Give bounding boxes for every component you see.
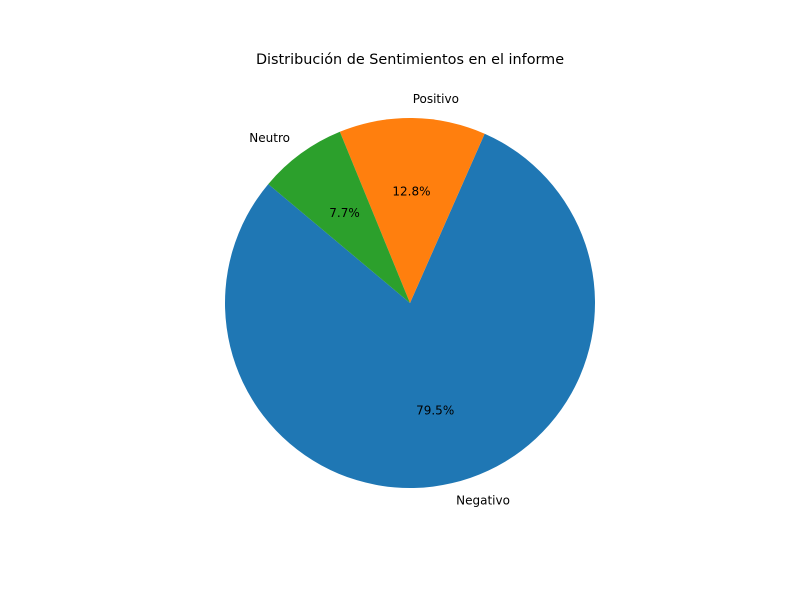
- pie-slice-negativo: [224, 133, 595, 488]
- pie-labels: Negativo 79.5% Positivo 12.8% Neutro 7.7%: [249, 92, 510, 508]
- slice-label-neutro: Neutro: [249, 131, 290, 145]
- pie-slice-positivo: [339, 117, 485, 303]
- pct-label-neutro: 7.7%: [329, 206, 360, 220]
- pct-label-positivo: 12.8%: [392, 185, 430, 199]
- slice-label-negativo: Negativo: [456, 494, 510, 508]
- chart-title: Distribución de Sentimientos en el infor…: [256, 52, 564, 68]
- pct-label-negativo: 79.5%: [416, 404, 454, 418]
- pie-slice-neutro: [268, 131, 410, 303]
- pie-slices: [224, 117, 595, 488]
- slice-label-positivo: Positivo: [413, 92, 459, 106]
